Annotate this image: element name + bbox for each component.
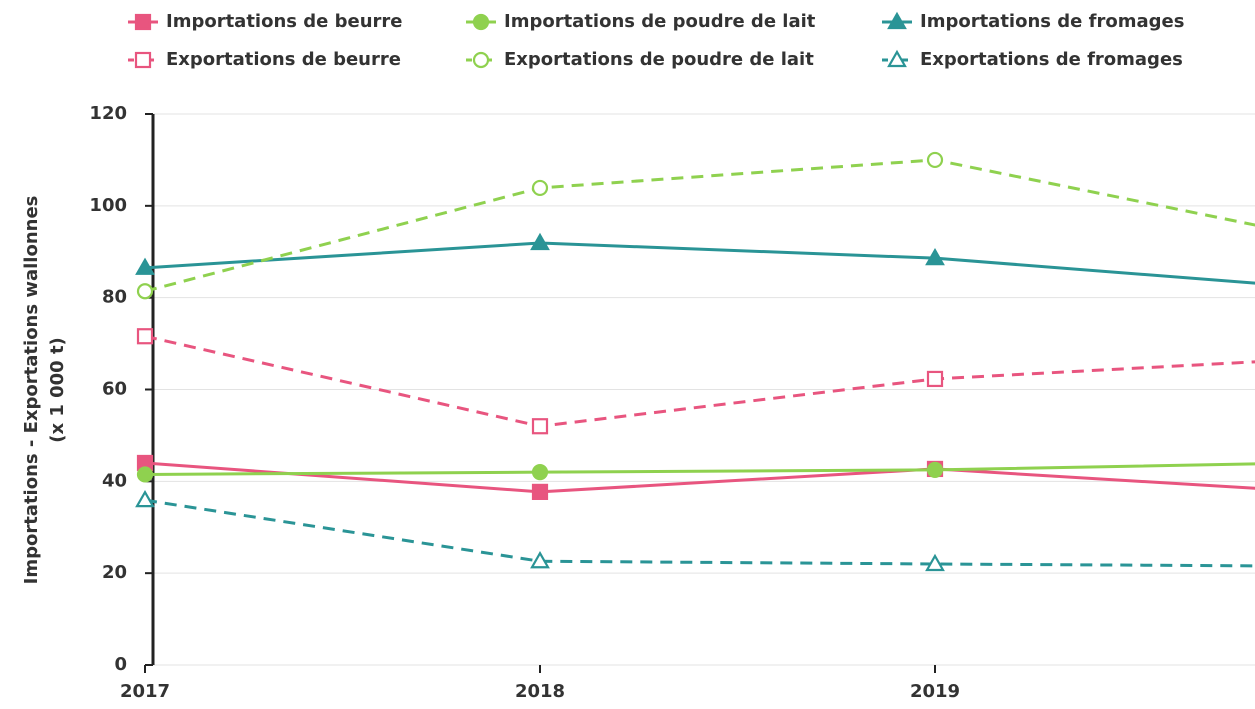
marker <box>135 489 155 508</box>
y-tick-label: 0 <box>114 654 127 675</box>
marker <box>925 553 945 572</box>
y-axis-label-line: Importations - Exportations wallonnes <box>21 196 42 585</box>
series-line <box>144 334 1255 428</box>
y-axis-label: Importations - Exportations wallonnes (x … <box>21 196 68 585</box>
legend-label: Exportations de fromages <box>920 49 1183 70</box>
marker <box>887 11 907 30</box>
marker <box>926 461 944 478</box>
marker <box>530 551 550 569</box>
marker <box>926 151 944 169</box>
series-line <box>144 241 1255 285</box>
marker <box>531 464 549 481</box>
marker <box>134 51 152 69</box>
marker <box>531 483 549 500</box>
marker <box>531 179 549 197</box>
marker <box>134 13 152 31</box>
series-line <box>144 158 1255 293</box>
marker <box>530 232 550 251</box>
marker <box>926 370 944 388</box>
marker <box>136 328 154 345</box>
y-tick-label: 60 <box>102 379 127 400</box>
y-tick-label: 80 <box>102 287 127 308</box>
marker <box>135 257 155 275</box>
legend-label: Exportations de beurre <box>166 49 401 70</box>
marker <box>472 51 490 69</box>
marker <box>887 49 907 68</box>
marker <box>925 247 945 266</box>
x-tick-label: 2017 <box>120 681 170 702</box>
legend-label: Importations de poudre de lait <box>504 11 816 32</box>
marker <box>136 283 154 300</box>
legend-label: Importations de fromages <box>920 11 1184 32</box>
series-line <box>144 462 1255 476</box>
legend-label: Exportations de poudre de lait <box>504 49 814 70</box>
marker <box>531 418 549 435</box>
marker <box>136 466 154 483</box>
marker <box>472 13 490 31</box>
legend-label: Importations de beurre <box>166 11 403 32</box>
x-tick-label: 2019 <box>910 681 960 702</box>
y-tick-label: 120 <box>89 103 127 124</box>
series-line <box>144 461 1255 494</box>
y-tick-label: 40 <box>102 470 127 491</box>
x-tick-label: 2018 <box>515 681 565 702</box>
y-tick-label: 100 <box>89 195 127 216</box>
y-axis-label-line: (x 1 000 t) <box>47 337 68 443</box>
y-tick-label: 20 <box>102 562 127 583</box>
series-line <box>144 498 1255 568</box>
